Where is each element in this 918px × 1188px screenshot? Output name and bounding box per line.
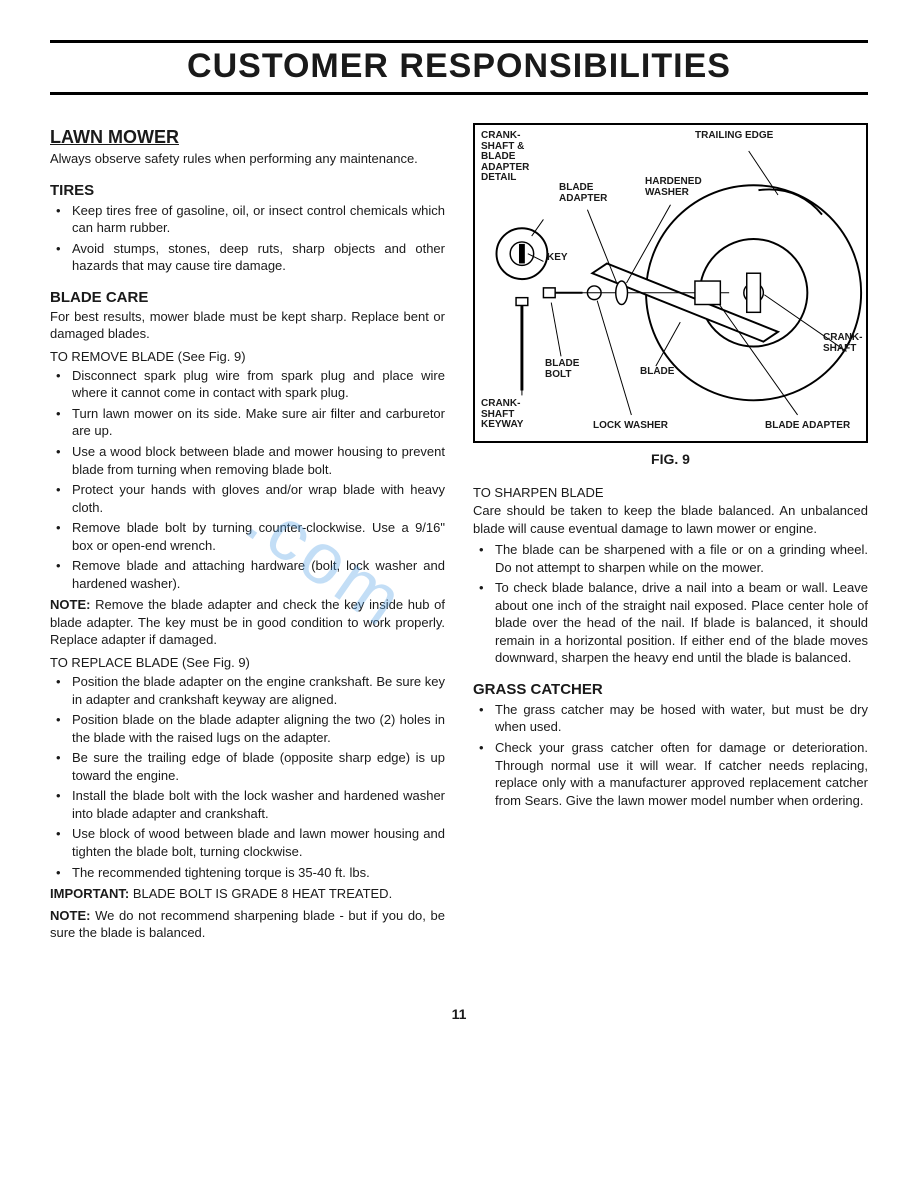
sharpen-list: The blade can be sharpened with a file o… (473, 541, 868, 667)
list-item: Position the blade adapter on the engine… (50, 673, 445, 708)
label-blade-bolt: BLADE BOLT (545, 359, 579, 380)
note-text: We do not recommend sharpening blade - b… (50, 908, 445, 941)
list-item: Avoid stumps, stones, deep ruts, sharp o… (50, 240, 445, 275)
left-column: LAWN MOWER Always observe safety rules w… (50, 123, 445, 946)
page-number: 11 (50, 1006, 868, 1022)
label-trailing-edge: TRAILING EDGE (695, 131, 773, 142)
important-line: IMPORTANT: BLADE BOLT IS GRADE 8 HEAT TR… (50, 885, 445, 903)
replace-blade-heading: TO REPLACE BLADE (See Fig. 9) (50, 655, 445, 670)
blade-diagram-svg (475, 125, 866, 441)
list-item: Keep tires free of gasoline, oil, or ins… (50, 202, 445, 237)
figure-caption: FIG. 9 (473, 451, 868, 467)
list-item: The blade can be sharpened with a file o… (473, 541, 868, 576)
list-item: Install the blade bolt with the lock was… (50, 787, 445, 822)
replace-blade-list: Position the blade adapter on the engine… (50, 673, 445, 881)
title-rule-bottom (50, 92, 868, 95)
label-hardened-washer: HARDENED WASHER (645, 177, 702, 198)
list-item: Remove blade and attaching hardware (bol… (50, 557, 445, 592)
label-lock-washer: LOCK WASHER (593, 421, 668, 432)
note-sharpen: NOTE: We do not recommend sharpening bla… (50, 907, 445, 942)
note-text: Remove the blade adapter and check the k… (50, 597, 445, 647)
label-crank-detail: CRANK- SHAFT & BLADE ADAPTER DETAIL (481, 131, 529, 184)
label-key: KEY (547, 253, 568, 264)
page-title: CUSTOMER RESPONSIBILITIES (50, 47, 868, 86)
tires-list: Keep tires free of gasoline, oil, or ins… (50, 202, 445, 275)
note-label: NOTE: (50, 908, 90, 923)
right-column: CRANK- SHAFT & BLADE ADAPTER DETAIL BLAD… (473, 123, 868, 946)
sharpen-intro: Care should be taken to keep the blade b… (473, 502, 868, 537)
remove-blade-heading: TO REMOVE BLADE (See Fig. 9) (50, 349, 445, 364)
list-item: Use block of wood between blade and lawn… (50, 825, 445, 860)
lawn-mower-intro: Always observe safety rules when perform… (50, 150, 445, 168)
list-item: Disconnect spark plug wire from spark pl… (50, 367, 445, 402)
title-rule-top (50, 40, 868, 43)
important-text: BLADE BOLT IS GRADE 8 HEAT TREATED. (133, 886, 392, 901)
list-item: Be sure the trailing edge of blade (oppo… (50, 749, 445, 784)
list-item: The grass catcher may be hosed with wate… (473, 701, 868, 736)
tires-heading: TIRES (50, 182, 445, 199)
figure-9-diagram: CRANK- SHAFT & BLADE ADAPTER DETAIL BLAD… (473, 123, 868, 443)
label-blade: BLADE (640, 367, 674, 378)
list-item: Protect your hands with gloves and/or wr… (50, 481, 445, 516)
label-crank-keyway: CRANK- SHAFT KEYWAY (481, 399, 523, 431)
note-remove-adapter: NOTE: Remove the blade adapter and check… (50, 596, 445, 649)
blade-care-intro: For best results, mower blade must be ke… (50, 308, 445, 343)
note-label: NOTE: (50, 597, 90, 612)
list-item: Remove blade bolt by turning counter-clo… (50, 519, 445, 554)
important-label: IMPORTANT: (50, 886, 129, 901)
lawn-mower-heading: LAWN MOWER (50, 127, 445, 148)
list-item: The recommended tightening torque is 35-… (50, 864, 445, 882)
label-blade-adapter-top: BLADE ADAPTER (559, 183, 607, 204)
sharpen-heading: TO SHARPEN BLADE (473, 485, 868, 500)
blade-care-heading: BLADE CARE (50, 289, 445, 306)
list-item: Check your grass catcher often for damag… (473, 739, 868, 809)
list-item: Turn lawn mower on its side. Make sure a… (50, 405, 445, 440)
remove-blade-list: Disconnect spark plug wire from spark pl… (50, 367, 445, 593)
two-column-layout: LAWN MOWER Always observe safety rules w… (50, 123, 868, 946)
grass-catcher-list: The grass catcher may be hosed with wate… (473, 701, 868, 809)
label-crank-shaft: CRANK- SHAFT (823, 333, 862, 354)
grass-catcher-heading: GRASS CATCHER (473, 681, 868, 698)
list-item: Position blade on the blade adapter alig… (50, 711, 445, 746)
list-item: To check blade balance, drive a nail int… (473, 579, 868, 667)
label-blade-adapter-bot: BLADE ADAPTER (765, 421, 850, 432)
list-item: Use a wood block between blade and mower… (50, 443, 445, 478)
